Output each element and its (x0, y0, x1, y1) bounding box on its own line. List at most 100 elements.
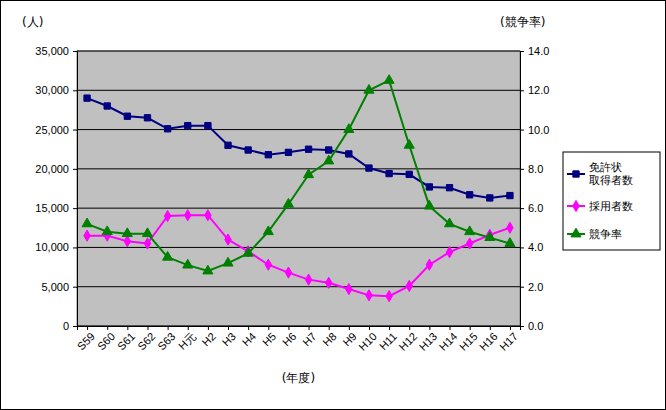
series-marker (426, 259, 432, 270)
series (82, 75, 515, 274)
series-marker (446, 185, 452, 191)
y2-tick-label: 4.0 (528, 241, 543, 253)
legend-marker (571, 228, 581, 237)
x-tick-label: H6 (280, 330, 298, 348)
y-tick-label: 0 (63, 320, 69, 332)
x-tick: H16 (477, 326, 500, 353)
x-axis: S59S60S61S62S63H元H2H3H4H5H6H7H8H9H10H11H… (75, 326, 521, 353)
x-tick-mark (429, 326, 430, 330)
y2-tick-label: 2.0 (528, 281, 543, 293)
x-tick-label: H8 (320, 330, 338, 348)
series-marker (263, 226, 273, 235)
plot-area (77, 51, 520, 326)
x-axis-line (78, 327, 521, 331)
series-marker (124, 236, 130, 247)
x-tick-mark (329, 326, 330, 330)
x-tick: H2 (199, 326, 217, 349)
series-marker (124, 113, 130, 119)
x-tick: S59 (75, 326, 97, 352)
y2-tick-mark (520, 51, 524, 52)
x-tick-mark (470, 326, 471, 330)
x-tick-label: H15 (457, 330, 480, 353)
x-tick-label: H4 (240, 330, 258, 348)
series-marker (84, 95, 90, 101)
x-tick-label: H13 (417, 330, 440, 353)
x-tick: H17 (497, 326, 520, 353)
chart-border (1, 1, 666, 410)
x-tick: H10 (356, 326, 379, 353)
grid-line (77, 168, 520, 169)
y2-tick-mark (520, 247, 524, 248)
series-marker (283, 198, 293, 207)
x-tick-mark (87, 326, 88, 330)
series-layer (82, 75, 515, 302)
series-marker (466, 238, 472, 249)
y2-tick-label: 14.0 (528, 45, 549, 57)
series-marker (446, 247, 452, 258)
y-tick: 25,000 (35, 124, 77, 136)
x-tick-label: H7 (300, 330, 318, 348)
x-tick-mark (127, 326, 128, 330)
y2-tick: 0.0 (520, 320, 543, 332)
x-tick-mark (389, 326, 390, 330)
series-marker (404, 139, 414, 148)
series-marker (122, 228, 132, 237)
series-marker (325, 277, 331, 288)
x-tick-label: S63 (155, 330, 177, 352)
x-axis-title: (年度) (282, 371, 315, 385)
x-tick-mark (288, 326, 289, 330)
grid-line (77, 286, 520, 287)
series-marker (142, 228, 152, 237)
y2-tick-label: 12.0 (528, 84, 549, 96)
series-marker (344, 124, 354, 133)
x-tick: H5 (260, 326, 278, 349)
series-marker (424, 200, 434, 209)
series-marker (183, 259, 193, 268)
series-marker (326, 147, 332, 153)
x-tick-label: H2 (199, 330, 217, 348)
series-marker (304, 169, 314, 178)
x-tick-mark (268, 326, 269, 330)
x-tick-mark (490, 326, 491, 330)
series-marker (386, 291, 392, 302)
x-tick-label: H5 (260, 330, 278, 348)
x-tick: S61 (115, 326, 137, 352)
y-tick-mark (73, 247, 77, 248)
y2-tick: 12.0 (520, 84, 549, 96)
series-marker (225, 142, 231, 148)
series-marker (82, 218, 92, 227)
series-marker (386, 170, 392, 176)
series-marker (185, 122, 191, 128)
y-tick-label: 25,000 (35, 124, 69, 136)
series-line (87, 98, 510, 198)
y2-axis-title: (競争率) (500, 15, 545, 29)
series-marker (223, 257, 233, 266)
x-tick-mark (309, 326, 310, 330)
y2-tick: 4.0 (520, 241, 543, 253)
series-marker (285, 267, 291, 278)
x-tick-label: H3 (220, 330, 238, 348)
series-marker (84, 230, 90, 241)
series-marker (225, 234, 231, 245)
series-marker (366, 290, 372, 301)
series-line (87, 215, 510, 296)
y-tick-label: 20,000 (35, 163, 69, 175)
x-tick: H12 (396, 326, 419, 353)
series-marker (205, 122, 211, 128)
series-marker (364, 84, 374, 93)
series-line (87, 80, 510, 271)
series-marker (102, 226, 112, 235)
x-tick-mark (147, 326, 148, 330)
y2-tick: 6.0 (520, 202, 543, 214)
y-tick: 10,000 (35, 241, 77, 253)
series-marker (384, 75, 394, 84)
x-tick-mark (349, 326, 350, 330)
series-marker (507, 222, 513, 233)
x-tick: H7 (300, 326, 318, 349)
grid-line (77, 208, 520, 209)
y-tick: 5,000 (41, 281, 77, 293)
y-tick-mark (73, 90, 77, 91)
y2-tick: 8.0 (520, 163, 543, 175)
series-marker (163, 251, 173, 260)
series-marker (265, 152, 271, 158)
